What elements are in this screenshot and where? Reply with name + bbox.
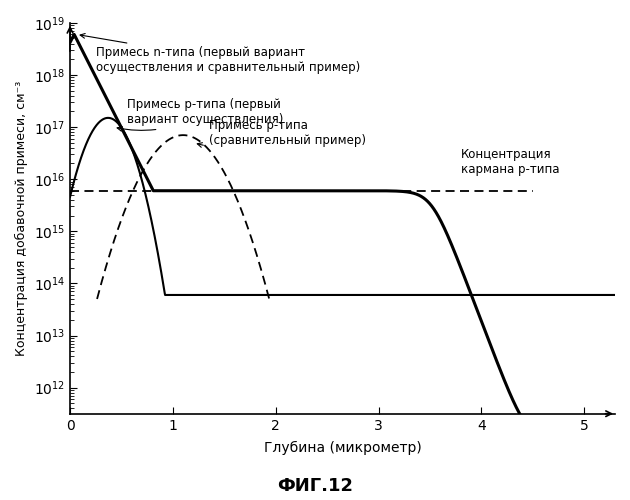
Text: Примесь n-типа (первый вариант
осуществления и сравнительный пример): Примесь n-типа (первый вариант осуществл…	[80, 34, 360, 74]
Text: Концентрация
кармана р-типа: Концентрация кармана р-типа	[461, 148, 559, 176]
Text: Примесь р-типа (первый
вариант осуществления): Примесь р-типа (первый вариант осуществл…	[117, 98, 283, 131]
Text: Примесь р-типа
(сравнительный пример): Примесь р-типа (сравнительный пример)	[197, 119, 366, 148]
Y-axis label: Концентрация добавочной примеси, см⁻³: Концентрация добавочной примеси, см⁻³	[15, 80, 28, 356]
Text: ФИГ.12: ФИГ.12	[277, 477, 353, 495]
X-axis label: Глубина (микрометр): Глубина (микрометр)	[263, 441, 421, 455]
